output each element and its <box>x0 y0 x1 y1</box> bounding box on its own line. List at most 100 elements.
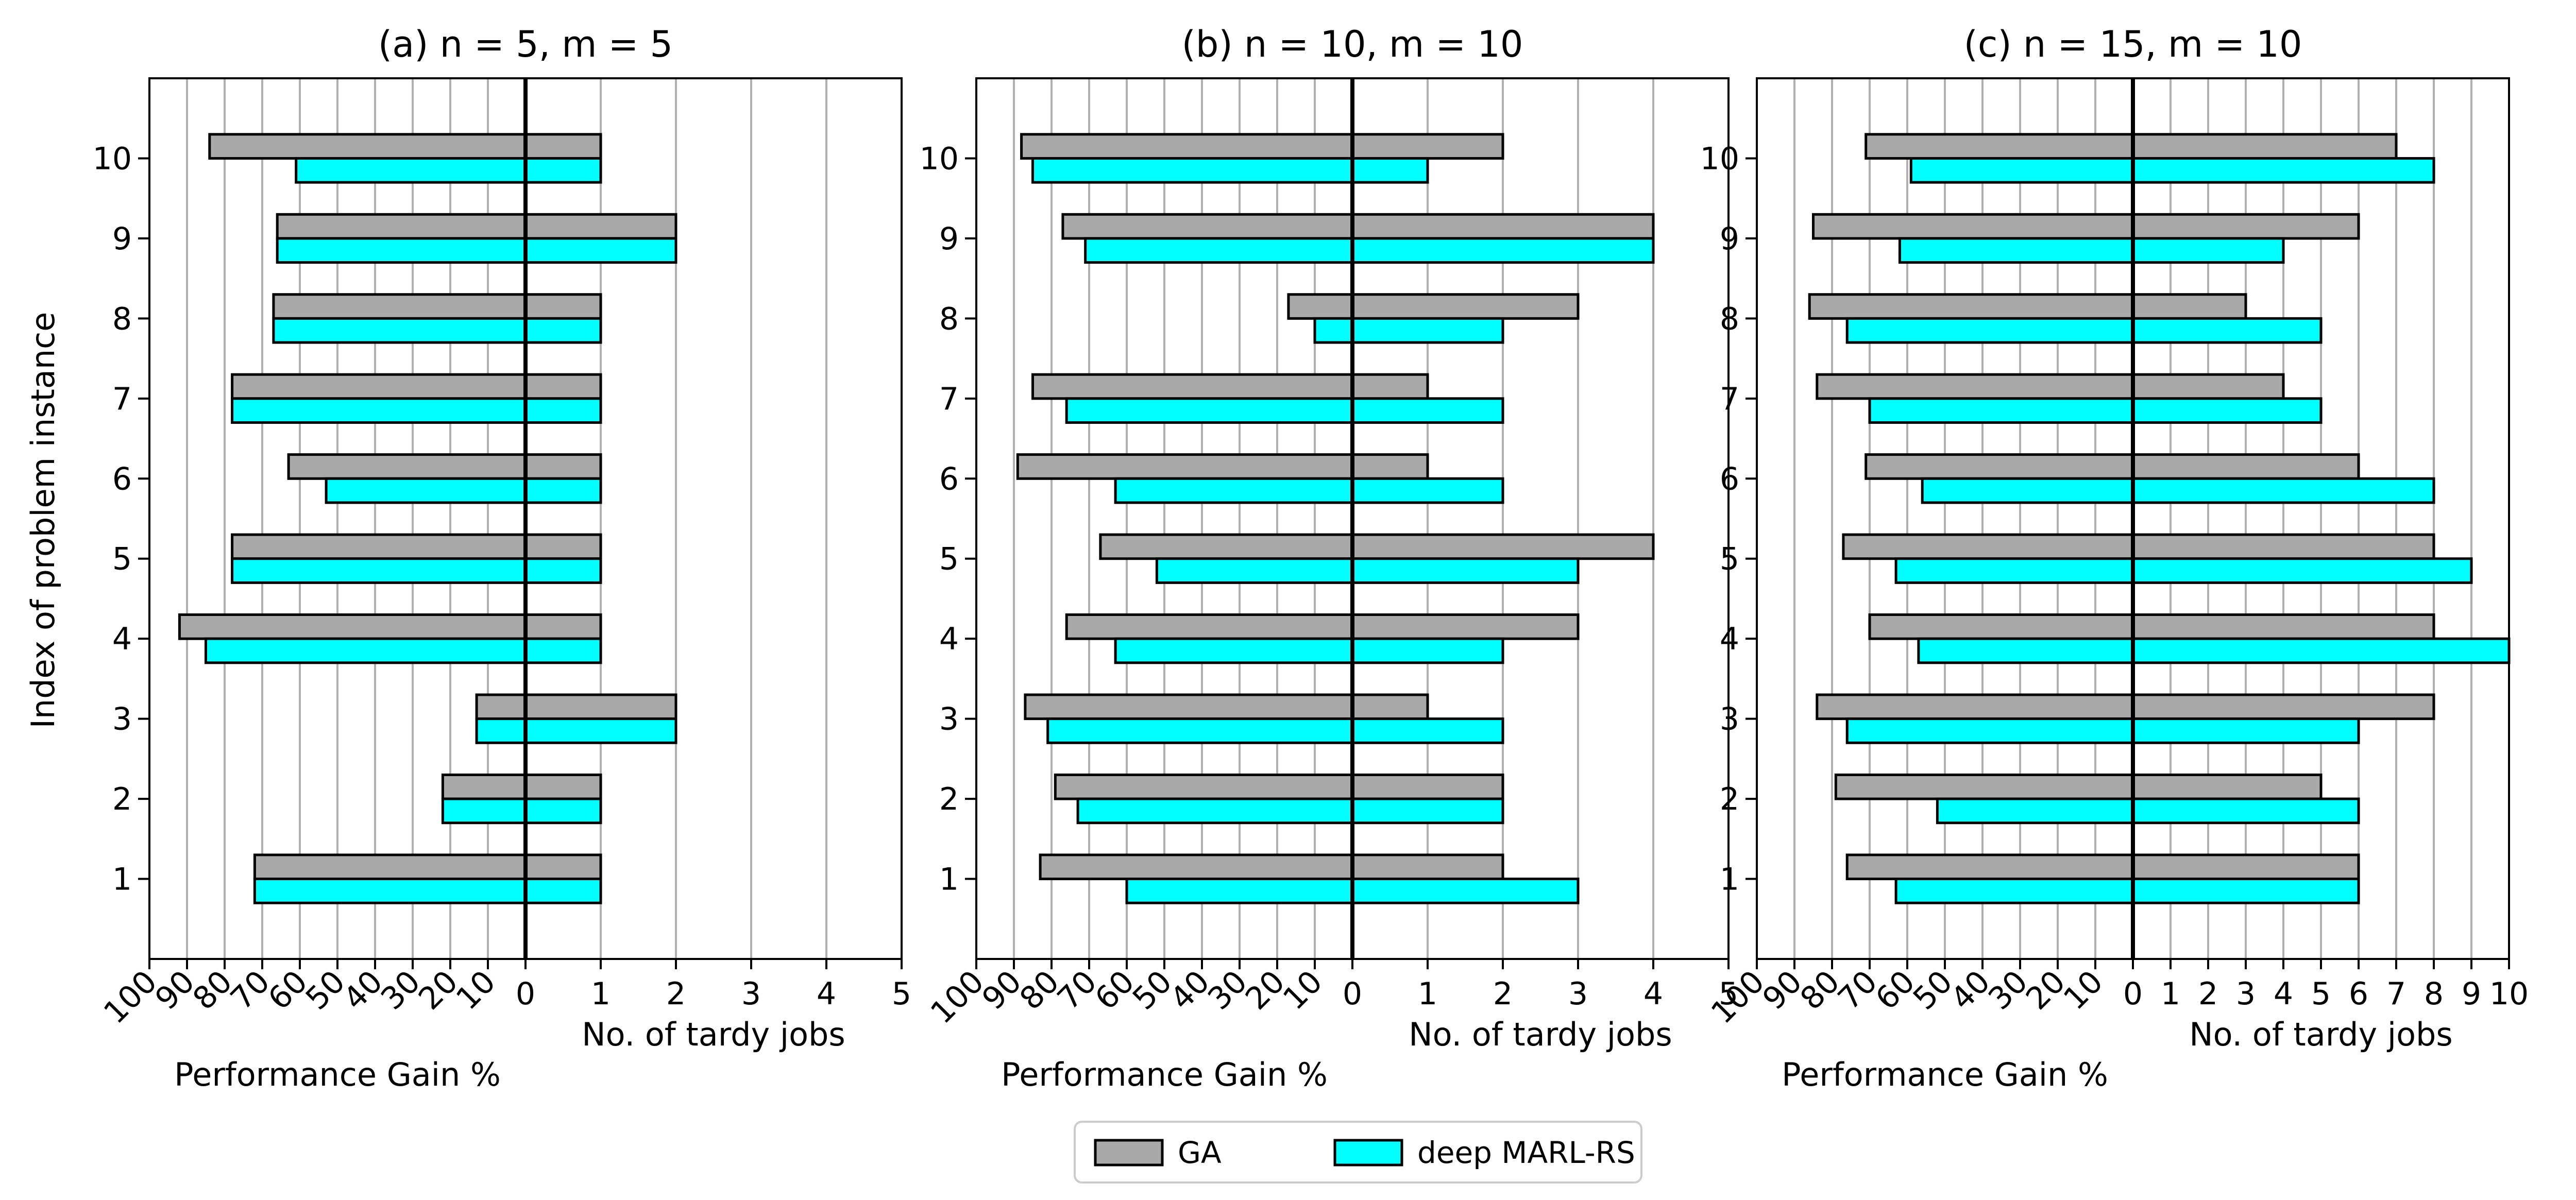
x-axis-label-tardy: No. of tardy jobs <box>2189 1016 2452 1053</box>
bar-gain-ga-1 <box>1845 853 2134 881</box>
x-tick-label-tardy: 0 <box>2123 976 2143 1012</box>
x-tick-label-tardy: 2 <box>2198 976 2218 1012</box>
y-tick-label: 4 <box>1720 621 1739 657</box>
x-axis-label-gain: Performance Gain % <box>1001 1056 1328 1093</box>
y-tick-label: 10 <box>93 141 132 177</box>
bar-gain-marl-5 <box>1894 557 2134 584</box>
x-tick-label-tardy: 4 <box>817 976 836 1012</box>
bar-gain-marl-8 <box>1313 317 1354 344</box>
bar-gain-marl-6 <box>1921 477 2134 504</box>
bar-tardy-ga-5 <box>524 533 602 560</box>
panel-title: (b) n = 10, m = 10 <box>1182 23 1523 65</box>
bar-gain-ga-10 <box>208 133 527 160</box>
bar-gain-marl-4 <box>1917 637 2134 664</box>
bar-tardy-ga-7 <box>1351 373 1429 400</box>
bar-tardy-marl-10 <box>524 157 602 184</box>
bar-gain-marl-9 <box>1084 237 1354 264</box>
bar-gain-marl-9 <box>276 237 527 264</box>
x-tick-label-tardy: 2 <box>1493 976 1513 1012</box>
bar-tardy-ga-8 <box>524 293 602 320</box>
bar-gain-ga-10 <box>1020 133 1354 160</box>
y-tick-label: 7 <box>112 381 132 417</box>
bar-gain-ga-8 <box>1808 293 2134 320</box>
y-tick-label: 10 <box>920 141 959 177</box>
x-tick-label-gain: 10 <box>1276 964 1329 1017</box>
y-tick-label: 5 <box>1720 541 1739 577</box>
bar-gain-ga-2 <box>1054 773 1354 800</box>
legend-swatch-ga <box>1094 1139 1164 1167</box>
bar-gain-ga-5 <box>1842 533 2134 560</box>
bar-tardy-marl-4 <box>2131 637 2511 664</box>
y-tick-label: 10 <box>1700 141 1739 177</box>
bar-gain-marl-5 <box>1155 557 1354 584</box>
y-tick-label: 1 <box>112 862 132 898</box>
bar-gain-marl-2 <box>441 797 527 825</box>
panel-title: (c) n = 15, m = 10 <box>1964 23 2302 65</box>
bar-tardy-marl-5 <box>2131 557 2473 584</box>
bar-gain-ga-1 <box>1039 853 1354 881</box>
bar-tardy-ga-10 <box>524 133 602 160</box>
bar-gain-marl-1 <box>1125 878 1354 904</box>
bar-tardy-ga-3 <box>2131 693 2435 721</box>
bar-tardy-ga-1 <box>1351 853 1504 881</box>
bar-tardy-marl-6 <box>2131 477 2435 504</box>
bar-tardy-ga-4 <box>2131 613 2435 640</box>
bar-tardy-ga-2 <box>1351 773 1504 800</box>
bar-tardy-marl-6 <box>1351 477 1504 504</box>
x-tick-label-tardy: 1 <box>591 976 611 1012</box>
bar-tardy-marl-1 <box>1351 878 1580 904</box>
x-axis-label-gain: Performance Gain % <box>174 1056 501 1093</box>
bar-tardy-marl-9 <box>524 237 677 264</box>
bar-tardy-marl-7 <box>2131 397 2323 424</box>
bar-gain-ga-5 <box>231 533 527 560</box>
y-tick-label: 5 <box>939 541 959 577</box>
bar-gain-marl-2 <box>1936 797 2134 825</box>
x-tick-label-tardy: 0 <box>516 976 535 1012</box>
y-tick-label: 6 <box>939 461 959 497</box>
bar-gain-ga-3 <box>1024 693 1354 721</box>
y-tick-label: 6 <box>112 461 132 497</box>
y-tick-label: 9 <box>1720 221 1739 257</box>
legend-label-ga: GA <box>1178 1135 1222 1170</box>
y-tick-label: 1 <box>939 862 959 898</box>
y-tick-label: 7 <box>1720 381 1739 417</box>
y-tick-label: 7 <box>939 381 959 417</box>
bar-tardy-marl-6 <box>524 477 602 504</box>
x-tick-label-tardy: 4 <box>2274 976 2293 1012</box>
bar-gain-marl-7 <box>1065 397 1354 424</box>
bar-gain-marl-1 <box>253 878 527 904</box>
bar-gain-ga-8 <box>272 293 527 320</box>
bar-tardy-marl-2 <box>2131 797 2360 825</box>
x-tick-label-tardy: 3 <box>2236 976 2256 1012</box>
bar-tardy-ga-9 <box>524 213 677 240</box>
bar-tardy-marl-2 <box>524 797 602 825</box>
x-tick-label-tardy: 5 <box>2311 976 2331 1012</box>
y-tick-label: 1 <box>1720 862 1739 898</box>
bar-tardy-ga-2 <box>2131 773 2323 800</box>
y-tick-label: 8 <box>112 301 132 337</box>
bar-tardy-marl-3 <box>2131 717 2360 744</box>
bar-gain-ga-3 <box>1816 693 2134 721</box>
y-tick-label: 3 <box>1720 701 1739 738</box>
bar-gain-marl-8 <box>1845 317 2134 344</box>
y-tick-label: 2 <box>1720 781 1739 817</box>
bar-gain-marl-2 <box>1076 797 1354 825</box>
bar-tardy-marl-3 <box>1351 717 1504 744</box>
bar-tardy-ga-4 <box>1351 613 1580 640</box>
y-axis-label: Index of problem instance <box>24 312 62 729</box>
x-tick-label-tardy: 7 <box>2386 976 2406 1012</box>
x-tick-label-tardy: 8 <box>2424 976 2444 1012</box>
bar-gain-ga-6 <box>287 453 527 480</box>
bar-gain-ga-4 <box>1065 613 1354 640</box>
x-tick-label-tardy: 3 <box>1568 976 1588 1012</box>
bar-gain-ga-4 <box>178 613 527 640</box>
bar-tardy-ga-1 <box>2131 853 2360 881</box>
bar-tardy-ga-8 <box>2131 293 2247 320</box>
bar-gain-marl-5 <box>231 557 527 584</box>
bar-tardy-marl-4 <box>524 637 602 664</box>
bar-gain-ga-3 <box>475 693 527 721</box>
bar-tardy-ga-10 <box>1351 133 1504 160</box>
bar-tardy-ga-9 <box>1351 213 1655 240</box>
